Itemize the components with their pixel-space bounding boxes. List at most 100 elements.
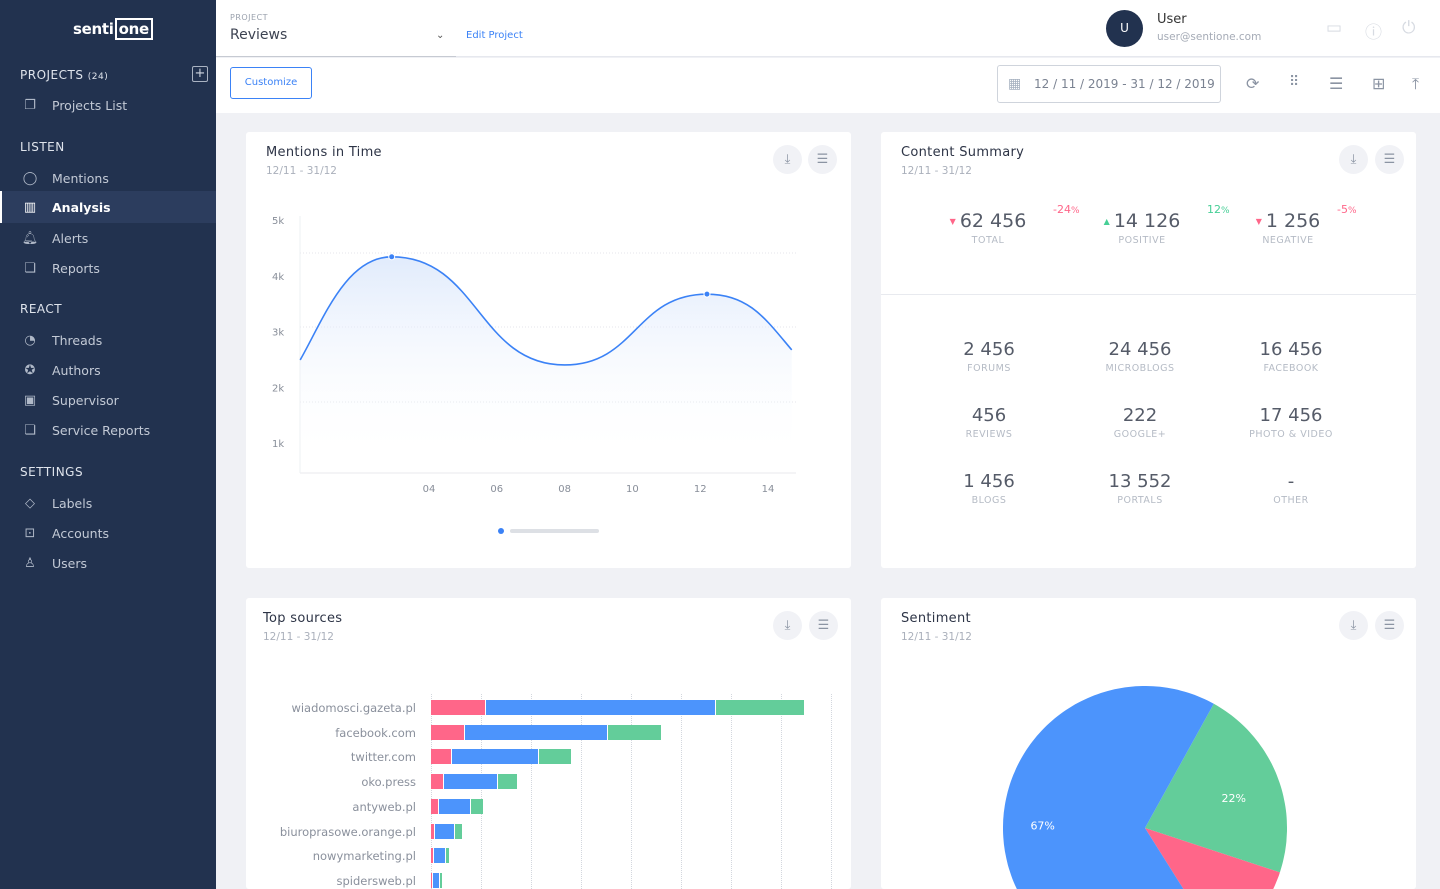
- stat-label: REVIEWS: [965, 429, 1013, 440]
- card-title: Top sources: [263, 611, 343, 626]
- sidebar-item-users[interactable]: ♙ Users: [0, 547, 216, 579]
- source-label: biuroprasowe.orange.pl: [279, 824, 416, 839]
- neutral-bar-segment[interactable]: [434, 848, 445, 864]
- positive-bar-segment[interactable]: [455, 823, 462, 839]
- threads-icon: ◔: [24, 332, 36, 348]
- negative-bar-segment[interactable]: [431, 823, 434, 839]
- stat-value: 1 456: [963, 471, 1015, 492]
- gridline: [581, 694, 582, 889]
- x-tick-label: 12: [694, 484, 707, 495]
- sidebar-item-projects-list[interactable]: ❐ Projects List: [0, 89, 216, 121]
- change-unit: %: [1347, 206, 1357, 216]
- add-project-button[interactable]: +: [192, 66, 208, 82]
- sentione-logo[interactable]: senti one: [73, 18, 153, 40]
- negative-bar-segment[interactable]: [431, 774, 443, 790]
- positive-bar-segment[interactable]: [498, 774, 517, 790]
- data-point[interactable]: [388, 253, 396, 261]
- sidebar-item-threads[interactable]: ◔ Threads: [0, 324, 216, 356]
- sidebar-item-labels[interactable]: ◇ Labels: [0, 487, 216, 519]
- settings-sliders-icon[interactable]: ☰: [809, 611, 838, 640]
- filter-sliders-icon[interactable]: ☰: [1329, 74, 1344, 93]
- sentiment-pie-chart: 22% 67%: [1003, 686, 1287, 889]
- project-underline: [216, 56, 456, 57]
- sidebar-item-authors[interactable]: ✪ Authors: [0, 354, 216, 386]
- download-icon[interactable]: ⤓: [773, 611, 802, 640]
- sidebar-item-label: Mentions: [52, 170, 109, 186]
- source-label: wiadomosci.gazeta.pl: [291, 701, 416, 715]
- stat-value: 1 256: [1265, 210, 1321, 232]
- date-range-picker[interactable]: ▦ 12 / 11 / 2019 - 31 / 12 / 2019: [997, 65, 1221, 103]
- positive-bar-segment[interactable]: [716, 700, 804, 715]
- card-subtitle: 12/11 - 31/12: [266, 165, 337, 177]
- negative-bar-segment[interactable]: [431, 798, 438, 814]
- sidebar-item-mentions[interactable]: ◯ Mentions: [0, 162, 216, 194]
- stat-value: 456: [971, 405, 1007, 426]
- positive-bar-segment[interactable]: [539, 749, 571, 765]
- sidebar-item-alerts[interactable]: 🔔︎ Alerts: [0, 222, 216, 254]
- neutral-bar-segment[interactable]: [486, 700, 715, 715]
- neutral-bar-segment[interactable]: [439, 798, 470, 814]
- content-type-stat: 1 456 BLOGS: [914, 471, 1064, 506]
- pie-slice[interactable]: [1145, 828, 1280, 889]
- summary-stat-negative: ▼ 1 256 NEGATIVE: [1213, 210, 1363, 246]
- content-summary-card: Content Summary 12/11 - 31/12 ⤓ ☰ ▼ 62 45…: [881, 132, 1416, 568]
- stat-label: MICROBLOGS: [1105, 363, 1175, 374]
- chart-scrollbar[interactable]: [510, 529, 599, 533]
- scroll-dot[interactable]: [498, 528, 504, 534]
- user-email: user@sentione.com: [1157, 31, 1262, 43]
- download-icon[interactable]: ⤓: [773, 145, 802, 174]
- sidebar-item-supervisor[interactable]: ▣ Supervisor: [0, 384, 216, 416]
- sidebar-item-analysis[interactable]: ▥ Analysis: [0, 191, 216, 223]
- summary-stat-positive: ▲ 14 126 POSITIVE: [1067, 210, 1217, 246]
- settings-sliders-icon[interactable]: ☰: [1375, 145, 1404, 174]
- edit-project-link[interactable]: Edit Project: [466, 30, 523, 41]
- neutral-bar-segment[interactable]: [435, 823, 454, 839]
- customize-button[interactable]: Customize: [230, 67, 312, 99]
- sidebar-item-accounts[interactable]: ⊡ Accounts: [0, 517, 216, 549]
- negative-bar-segment[interactable]: [431, 848, 433, 864]
- power-icon[interactable]: ⏻: [1402, 18, 1416, 38]
- projects-label: PROJECTS: [20, 68, 84, 82]
- bar-chart-icon: ▥: [23, 199, 37, 215]
- stat-value: 16 456: [1259, 339, 1323, 360]
- negative-bar-segment[interactable]: [431, 749, 451, 765]
- negative-bar-segment[interactable]: [431, 872, 432, 888]
- refresh-icon[interactable]: ⟳: [1246, 74, 1260, 93]
- grid-icon[interactable]: ⠿: [1289, 74, 1300, 90]
- settings-heading: SETTINGS: [20, 465, 84, 479]
- neutral-bar-segment[interactable]: [444, 774, 497, 790]
- toolbar: Customize ▦ 12 / 11 / 2019 - 31 / 12 / 20…: [216, 58, 1440, 113]
- pie-slice[interactable]: [1145, 703, 1287, 873]
- inbox-icon[interactable]: ▭: [1326, 18, 1343, 38]
- stat-value: 24 456: [1108, 339, 1172, 360]
- download-icon[interactable]: ⤓: [1339, 611, 1368, 640]
- content-type-stat: 2 456 FORUMS: [914, 339, 1064, 374]
- x-tick-label: 04: [423, 484, 436, 495]
- add-widget-icon[interactable]: ⊞: [1372, 74, 1386, 93]
- sidebar-item-reports[interactable]: ❏ Reports: [0, 252, 216, 284]
- negative-bar-segment[interactable]: [431, 724, 464, 740]
- neutral-bar-segment[interactable]: [465, 724, 607, 740]
- sidebar-item-service-reports[interactable]: ❏ Service Reports: [0, 414, 216, 446]
- export-icon[interactable]: ⤒: [1412, 74, 1420, 93]
- settings-sliders-icon[interactable]: ☰: [1375, 611, 1404, 640]
- avatar[interactable]: U: [1106, 10, 1143, 47]
- gridline: [831, 694, 832, 889]
- download-icon[interactable]: ⤓: [1339, 145, 1368, 174]
- negative-bar-segment[interactable]: [431, 700, 485, 715]
- stat-label: FORUMS: [967, 363, 1011, 374]
- date-range-value: 12 / 11 / 2019 - 31 / 12 / 2019: [1034, 77, 1215, 91]
- positive-bar-segment[interactable]: [440, 872, 442, 888]
- neutral-bar-segment[interactable]: [433, 872, 439, 888]
- content-type-stat: - OTHER: [1216, 471, 1366, 506]
- help-icon[interactable]: ⓘ: [1365, 23, 1382, 43]
- neutral-bar-segment[interactable]: [452, 749, 538, 765]
- pie-slice[interactable]: [1003, 686, 1214, 889]
- sidebar-item-label: Projects List: [52, 97, 128, 113]
- data-point[interactable]: [703, 290, 711, 298]
- positive-bar-segment[interactable]: [446, 848, 449, 864]
- card-title: Mentions in Time: [266, 145, 382, 160]
- positive-bar-segment[interactable]: [471, 798, 483, 814]
- positive-bar-segment[interactable]: [608, 724, 661, 740]
- settings-sliders-icon[interactable]: ☰: [808, 145, 837, 174]
